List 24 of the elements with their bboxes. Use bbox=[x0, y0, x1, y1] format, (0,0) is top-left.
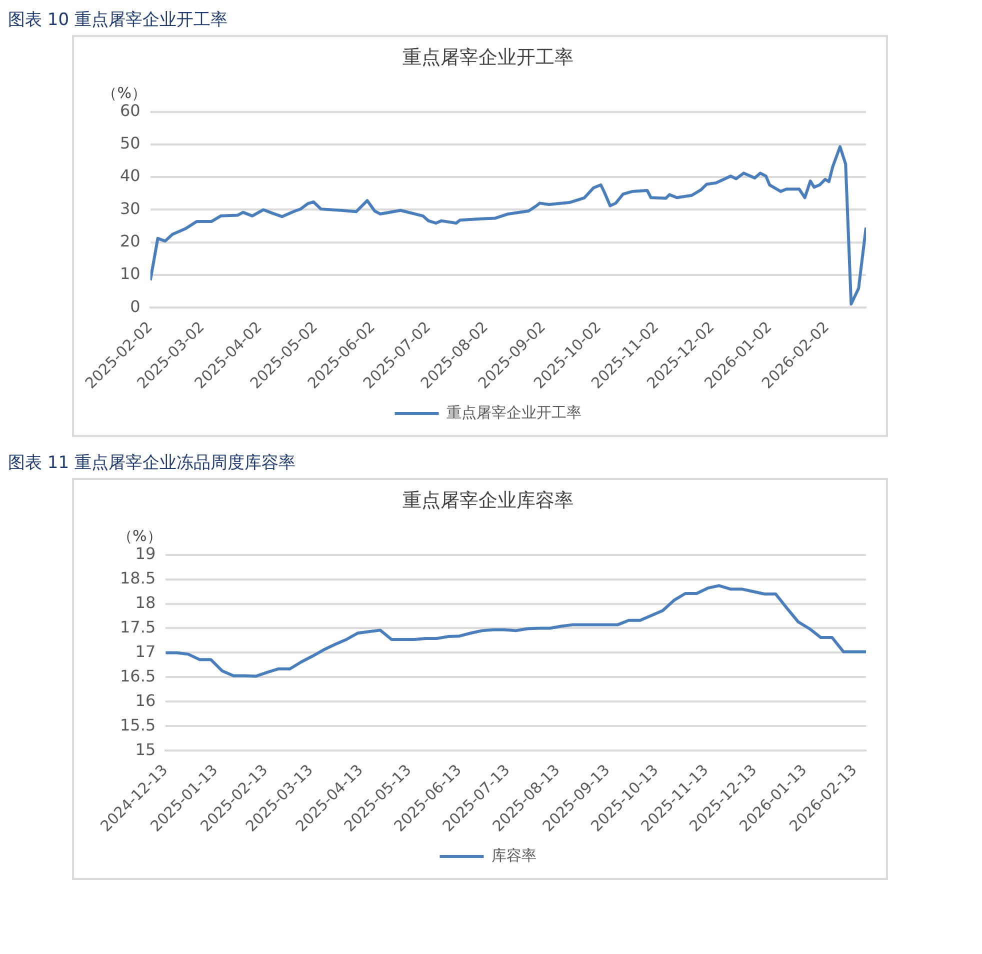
y-tick-label: 30 bbox=[120, 198, 140, 218]
y-tick-label: 19 bbox=[135, 544, 156, 563]
chart-title: 图表 10 重点屠宰企业开工率 bbox=[8, 9, 228, 31]
y-tick-label: 16.5 bbox=[120, 666, 156, 686]
legend-label: 重点屠宰企业开工率 bbox=[446, 403, 582, 422]
y-tick-label: 20 bbox=[120, 232, 140, 251]
legend-label: 库容率 bbox=[491, 846, 536, 864]
y-tick-label: 15 bbox=[135, 740, 156, 759]
y-tick-label: 10 bbox=[120, 264, 140, 284]
y-tick-label: 18.5 bbox=[120, 568, 156, 588]
chart-title: 图表 11 重点屠宰企业冻品周度库容率 bbox=[8, 452, 296, 474]
y-tick-label: 16 bbox=[135, 690, 156, 710]
y-tick-label: 60 bbox=[120, 100, 140, 120]
y-tick-label: 18 bbox=[135, 592, 156, 612]
y-tick-label: 40 bbox=[120, 166, 140, 186]
y-tick-label: 0 bbox=[130, 296, 140, 316]
y-axis-title: （%） bbox=[117, 527, 162, 546]
chart-subtitle: 重点屠宰企业开工率 bbox=[402, 46, 574, 68]
chart-subtitle: 重点屠宰企业库容率 bbox=[402, 489, 574, 512]
y-tick-label: 17.5 bbox=[120, 617, 156, 636]
y-axis-title: （%） bbox=[102, 84, 146, 102]
y-tick-label: 15.5 bbox=[120, 715, 156, 734]
y-tick-label: 50 bbox=[120, 134, 140, 153]
y-tick-label: 17 bbox=[135, 642, 156, 661]
